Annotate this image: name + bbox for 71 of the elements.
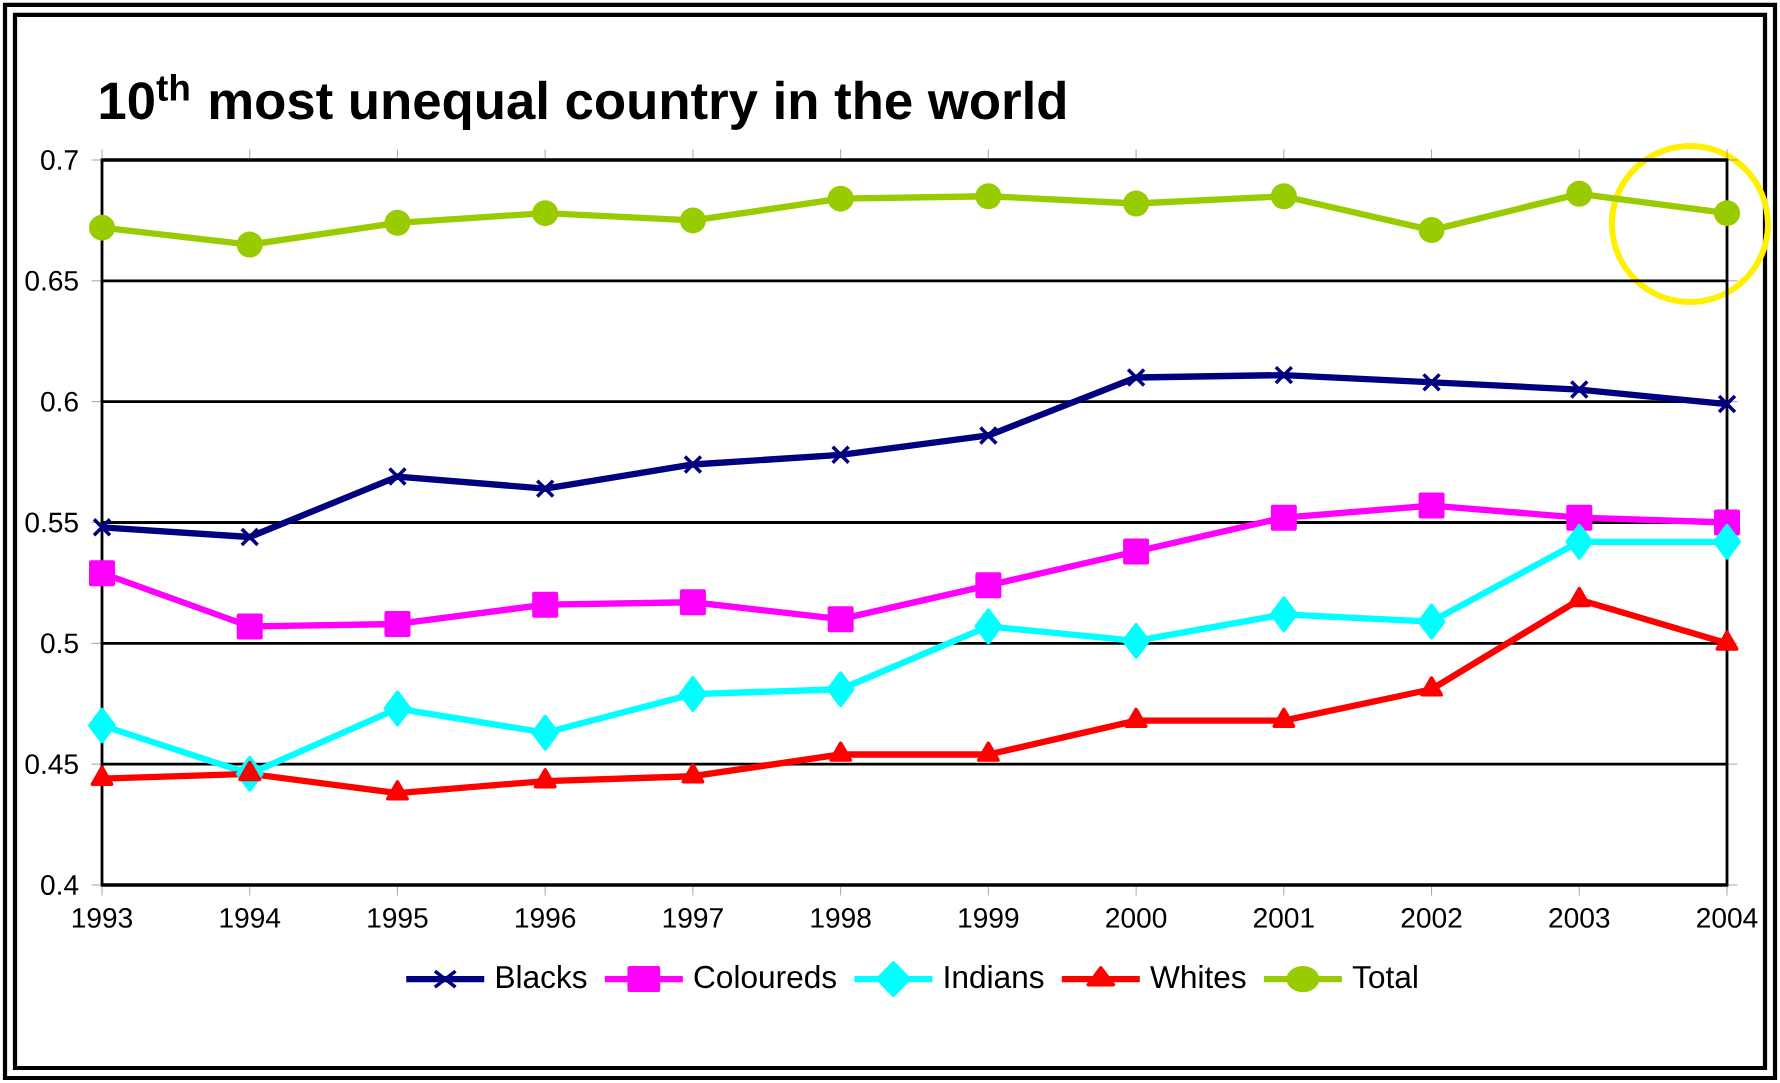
point bbox=[1417, 603, 1446, 640]
point bbox=[1123, 190, 1150, 217]
point bbox=[830, 445, 851, 465]
legend-label: Indians bbox=[945, 964, 1044, 989]
y-tick-label: 0.55 bbox=[25, 512, 78, 533]
y-tick-label: 0.5 bbox=[41, 633, 78, 654]
point bbox=[384, 610, 411, 637]
x-tick-label: 1995 bbox=[368, 907, 428, 928]
point bbox=[826, 671, 855, 708]
point bbox=[975, 183, 1002, 210]
point bbox=[1418, 492, 1445, 519]
x-tick-label: 2000 bbox=[1106, 907, 1167, 928]
y-tick-label: 0.6 bbox=[41, 391, 78, 412]
point bbox=[387, 466, 408, 487]
point bbox=[974, 608, 1003, 645]
point bbox=[679, 676, 707, 712]
point bbox=[1122, 622, 1150, 659]
point bbox=[683, 454, 703, 475]
x-tick-label: 2002 bbox=[1401, 907, 1462, 928]
legend-label: Total bbox=[1352, 964, 1417, 989]
y-tick-label: 0.7 bbox=[41, 150, 78, 170]
point bbox=[1566, 504, 1593, 531]
x-tick-label: 1994 bbox=[220, 907, 281, 928]
point bbox=[1714, 200, 1741, 227]
point bbox=[535, 478, 555, 499]
point bbox=[1269, 596, 1298, 633]
point bbox=[1123, 538, 1150, 565]
y-tick-label: 0.65 bbox=[25, 270, 78, 291]
point bbox=[89, 214, 116, 241]
point bbox=[827, 185, 854, 212]
x-tick-label: 2001 bbox=[1253, 907, 1314, 928]
point bbox=[1270, 183, 1297, 210]
point bbox=[978, 425, 999, 446]
point bbox=[1717, 394, 1737, 414]
point bbox=[1418, 217, 1445, 244]
point bbox=[679, 207, 706, 234]
point bbox=[236, 613, 263, 640]
point bbox=[1713, 523, 1741, 560]
point bbox=[1566, 180, 1593, 207]
point bbox=[1421, 372, 1442, 393]
point bbox=[88, 707, 116, 744]
x-tick-label: 1996 bbox=[516, 907, 576, 928]
legend-label: Coloureds bbox=[694, 964, 836, 989]
point bbox=[1565, 523, 1594, 560]
legend-label: Blacks bbox=[497, 964, 587, 989]
point bbox=[1274, 365, 1294, 385]
x-tick-label: 1999 bbox=[959, 907, 1019, 928]
point bbox=[92, 517, 112, 538]
point bbox=[679, 589, 706, 616]
point bbox=[236, 231, 263, 258]
x-tick-label: 1993 bbox=[72, 907, 133, 928]
point bbox=[532, 200, 559, 227]
point bbox=[383, 690, 412, 727]
x-tick-label: 2003 bbox=[1549, 907, 1610, 928]
point bbox=[1126, 367, 1146, 388]
point bbox=[89, 560, 116, 587]
x-tick-label: 2004 bbox=[1697, 907, 1758, 928]
point bbox=[827, 606, 854, 633]
point bbox=[531, 714, 560, 751]
legend-label: Whites bbox=[1150, 964, 1246, 989]
y-tick-label: 0.45 bbox=[25, 754, 78, 775]
point bbox=[240, 527, 260, 547]
y-tick-label: 0.4 bbox=[41, 875, 79, 895]
point bbox=[532, 591, 559, 618]
x-tick-label: 1997 bbox=[663, 907, 723, 928]
point bbox=[1569, 379, 1589, 400]
point bbox=[1270, 504, 1297, 531]
point bbox=[975, 572, 1002, 599]
chart-title: 10$^{th}$ most unequal country in the world bbox=[100, 73, 1065, 130]
point bbox=[384, 209, 411, 236]
x-tick-label: 1998 bbox=[811, 907, 871, 928]
